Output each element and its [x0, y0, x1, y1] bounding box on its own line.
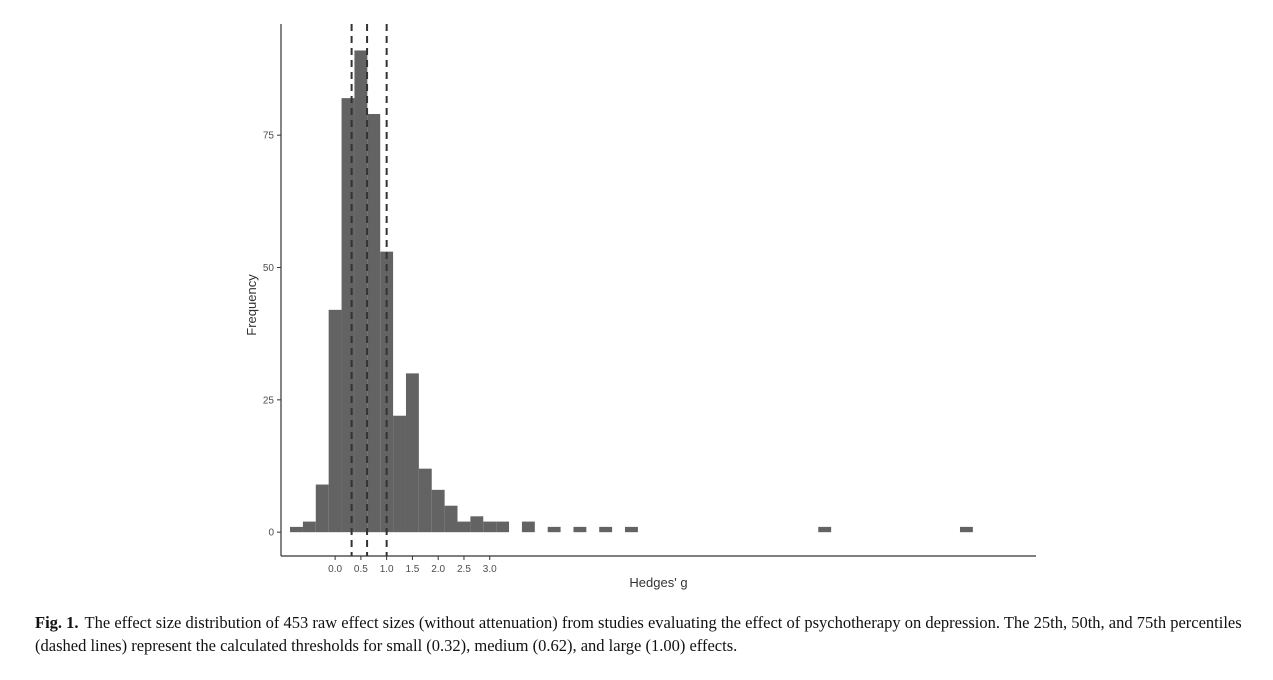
reference-line-group [350, 24, 388, 556]
histogram-bar [431, 489, 445, 533]
histogram-bar [444, 505, 458, 533]
y-axis-ticks: 0 25 50 75 [263, 131, 281, 539]
histogram-bar [573, 526, 587, 533]
histogram-bar [418, 468, 432, 533]
caption-text: The effect size distribution of 453 raw … [35, 613, 1242, 655]
histogram-bar [354, 50, 368, 533]
histogram-bar [959, 526, 973, 533]
x-tick-label: 0.5 [354, 564, 368, 575]
y-tick-label: 75 [263, 131, 275, 142]
bar-group [290, 50, 973, 533]
histogram-bar [393, 415, 406, 533]
y-tick-label: 50 [263, 263, 275, 274]
x-tick-label: 0.0 [328, 564, 342, 575]
x-axis-title: Hedges' g [629, 575, 687, 590]
histogram-bar [367, 113, 381, 533]
histogram-bar [405, 373, 419, 533]
histogram-bar [496, 521, 510, 533]
y-tick-label: 25 [263, 395, 275, 406]
histogram-bar [818, 526, 832, 533]
histogram-bar [625, 526, 638, 533]
y-tick-label: 0 [268, 528, 274, 539]
x-axis-ticks: 0.0 0.5 1.0 1.5 2.0 2.5 3.0 [328, 556, 497, 575]
histogram-bar [483, 521, 497, 533]
histogram-bar [457, 521, 471, 533]
figure-label: Fig. 1. [35, 613, 79, 632]
y-axis-title: Frequency [244, 274, 259, 336]
x-tick-label: 2.5 [457, 564, 471, 575]
x-tick-label: 1.5 [405, 564, 419, 575]
figure-caption: Fig. 1. The effect size distribution of 4… [35, 611, 1250, 657]
x-tick-label: 2.0 [431, 564, 445, 575]
x-tick-label: 3.0 [483, 564, 497, 575]
histogram-bar [380, 251, 394, 533]
histogram-bar [328, 309, 342, 533]
histogram-bar [547, 526, 561, 533]
histogram-bar [521, 521, 535, 533]
histogram-bar [470, 516, 484, 533]
histogram-bar [302, 521, 316, 533]
histogram-bar [315, 484, 329, 533]
x-tick-label: 1.0 [380, 564, 394, 575]
histogram-bar [599, 526, 613, 533]
histogram-bar [290, 526, 303, 533]
